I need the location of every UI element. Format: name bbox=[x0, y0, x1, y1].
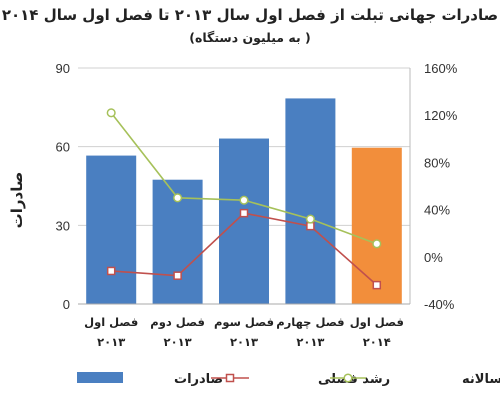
point bbox=[106, 266, 116, 276]
x-tick-label-year: ۲۰۱۳ bbox=[164, 335, 192, 349]
line-series bbox=[106, 108, 382, 290]
legend-label-annual-growth: رشد سالانه bbox=[462, 372, 500, 387]
legend-swatch-exports bbox=[77, 372, 123, 383]
bar bbox=[219, 138, 269, 304]
chart-title: صادرات جهانی تبلت از فصل اول سال ۲۰۱۳ تا… bbox=[1, 6, 499, 24]
x-tick-label: فصل چهارم bbox=[276, 315, 344, 329]
legend-label-quarterly-growth: رشد فصلی bbox=[318, 372, 390, 387]
point bbox=[106, 108, 116, 118]
x-tick-label-year: ۲۰۱۳ bbox=[296, 335, 324, 349]
x-tick-label-year: ۲۰۱۳ bbox=[230, 335, 258, 349]
chart-subtitle: ( به میلیون دستگاه) bbox=[189, 30, 311, 45]
y2-tick-label: -40% bbox=[424, 297, 455, 312]
y2-tick-label: 80% bbox=[424, 155, 450, 170]
legend-label-exports: صادرات bbox=[174, 372, 223, 387]
point bbox=[306, 221, 315, 231]
bar bbox=[86, 155, 137, 304]
y-tick-label: 60 bbox=[56, 140, 70, 155]
point bbox=[372, 280, 382, 290]
x-tick-label: فصل اول bbox=[350, 315, 404, 330]
x-tick-label: فصل دوم bbox=[150, 315, 205, 330]
y-axis-label: صادرات bbox=[8, 172, 26, 229]
point bbox=[305, 214, 315, 224]
point bbox=[173, 193, 183, 203]
y2-tick-label: 160% bbox=[424, 61, 458, 76]
bar bbox=[285, 98, 336, 304]
x-tick-label-year: ۲۰۱۴ bbox=[363, 335, 391, 349]
y2-tick-label: 40% bbox=[424, 203, 450, 218]
y-tick-label: 0 bbox=[63, 297, 70, 312]
y2-tick-label: 120% bbox=[424, 108, 458, 123]
legend-marker-quarterly-growth bbox=[225, 373, 235, 383]
bar-series bbox=[86, 98, 402, 304]
x-tick-label: فصل سوم bbox=[214, 315, 274, 330]
x-tick-label: فصل اول bbox=[84, 315, 138, 330]
axes: 0 30 60 90 -40% 0% 40% 80% 120% 160% فصل اول ۲۰۱۳ فص… bbox=[56, 61, 458, 349]
legend-marker-annual-growth bbox=[343, 373, 353, 383]
legend: صادرات رشد فصلی رشد سالانه bbox=[77, 372, 500, 387]
x-tick-label-year: ۲۰۱۳ bbox=[97, 335, 125, 349]
y-tick-label: 30 bbox=[56, 218, 70, 233]
bar bbox=[351, 147, 402, 304]
point bbox=[372, 239, 382, 249]
point bbox=[239, 208, 249, 218]
y2-tick-label: 0% bbox=[424, 250, 443, 265]
point bbox=[173, 271, 182, 280]
point bbox=[239, 195, 249, 205]
y-tick-label: 90 bbox=[56, 61, 70, 76]
